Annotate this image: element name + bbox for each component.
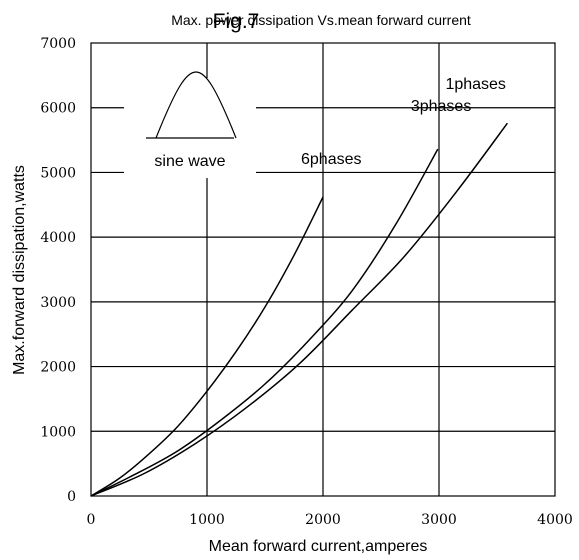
series-line-1phases <box>90 122 509 497</box>
series-label-1phases: 1phases <box>445 76 506 93</box>
tick-labels: 0 1000 2000 3000 4000 0 1000 2000 3000 4000 5000 60… <box>40 36 572 528</box>
y-axis-label: Max.forward dissipation,watts <box>11 165 28 375</box>
y-tick-label: 1000 <box>40 424 76 440</box>
x-axis-label: Mean forward current,amperes <box>209 538 428 555</box>
series-line-6phases <box>90 196 324 497</box>
y-tick-label: 3000 <box>40 295 76 311</box>
figure-label: Fig.7 <box>213 10 260 33</box>
y-tick-label: 5000 <box>40 165 76 181</box>
sine-wave-inset: sine wave <box>124 71 256 178</box>
x-tick-label: 3000 <box>421 512 457 528</box>
y-tick-label: 7000 <box>40 36 76 52</box>
plot-frame <box>90 42 556 497</box>
series: 6phases 3phases 1phases <box>90 76 509 497</box>
y-tick-label: 2000 <box>40 360 76 376</box>
y-tick-label: 4000 <box>40 230 76 246</box>
x-tick-label: 1000 <box>189 512 225 528</box>
x-tick-label: 0 <box>87 512 96 528</box>
series-line-3phases <box>90 148 439 497</box>
y-tick-label: 6000 <box>40 101 76 117</box>
x-tick-label: 4000 <box>537 512 573 528</box>
series-label-6phases: 6phases <box>301 151 362 168</box>
series-label-3phases: 3phases <box>411 98 472 115</box>
inset-background <box>124 78 256 178</box>
x-tick-label: 2000 <box>305 512 341 528</box>
y-tick-label: 0 <box>67 489 76 505</box>
chart-title: Max. power dissipation Vs.mean forward c… <box>171 12 471 28</box>
inset-label: sine wave <box>154 153 225 170</box>
sine-wave-icon <box>146 71 237 139</box>
